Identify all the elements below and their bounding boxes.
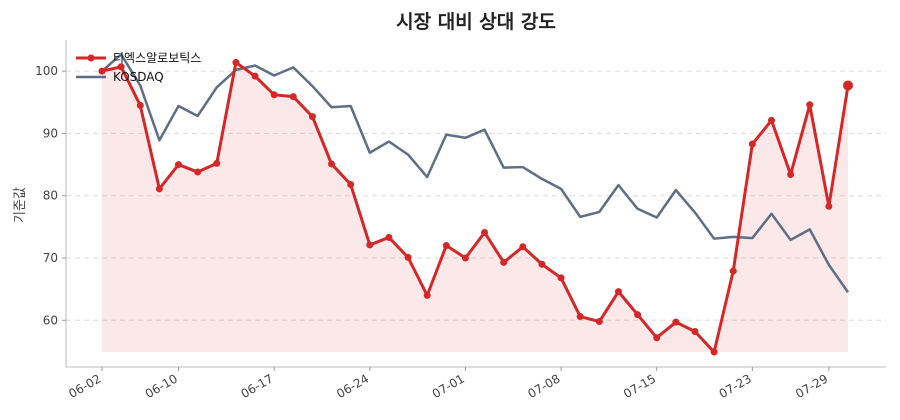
data-point [194,168,202,176]
data-point [538,260,546,268]
y-tick-label: 60 [43,313,58,327]
data-point [806,101,814,109]
x-tick-label: 07-01 [430,371,467,401]
data-point [98,67,106,75]
data-point [576,313,584,321]
data-point [843,80,853,91]
data-point [748,140,756,148]
data-point [366,241,374,249]
data-point [653,334,661,342]
y-tick-label: 90 [43,126,58,140]
legend-marker [87,54,95,62]
series-layer [98,53,853,356]
x-tick-label: 07-08 [525,371,562,401]
legend: 티엑스알로보틱스 KOSDAQ [76,51,201,84]
legend-label: KOSDAQ [113,70,164,84]
y-tick-label: 70 [43,251,58,265]
data-point [308,113,316,121]
x-axis-ticks: 06-02 06-10 06-17 06-24 07-01 07-08 07-15 07-23… [66,367,830,401]
axes [65,40,886,368]
x-tick-label: 06-02 [66,371,103,401]
data-point [289,93,297,101]
series-line-main [101,60,850,354]
y-axis-ticks: 60 70 80 90 100 [35,64,66,327]
data-point [519,243,527,251]
data-point [825,202,833,210]
x-tick-label: 06-24 [334,371,371,401]
data-point [404,253,412,261]
data-point [614,288,622,296]
data-point [557,274,565,282]
data-point [175,161,183,169]
data-point [385,233,393,241]
data-point [347,181,355,189]
data-point [595,318,603,326]
y-axis-label: 기준값 [13,187,28,223]
chart-title: 시장 대비 상대 강도 [396,11,556,33]
data-point [270,91,278,99]
data-point [328,160,336,168]
data-point [442,242,450,250]
x-tick-label: 06-17 [238,371,275,401]
data-point [155,185,163,193]
y-tick-label: 100 [35,64,58,78]
x-tick-label: 07-15 [621,371,658,401]
data-point [232,58,240,66]
data-point [672,318,680,326]
data-point [729,267,737,275]
data-point [481,228,489,236]
y-tick-label: 80 [43,189,58,203]
data-point [691,327,699,335]
data-point [117,63,125,71]
data-point [500,258,508,266]
data-point [787,171,795,179]
data-point [136,101,144,109]
data-point [213,159,221,167]
data-point [251,72,259,80]
x-tick-label: 07-23 [717,371,754,401]
data-point [423,291,431,299]
x-tick-label: 06-10 [143,371,180,401]
series-fill-area [102,62,848,353]
series-line-kosdaq [101,53,850,293]
legend-label: 티엑스알로보틱스 [113,51,201,65]
x-tick-label: 07-29 [793,371,830,401]
data-point [710,348,718,356]
data-point [767,116,775,124]
data-point [634,311,642,319]
data-point [461,254,469,262]
